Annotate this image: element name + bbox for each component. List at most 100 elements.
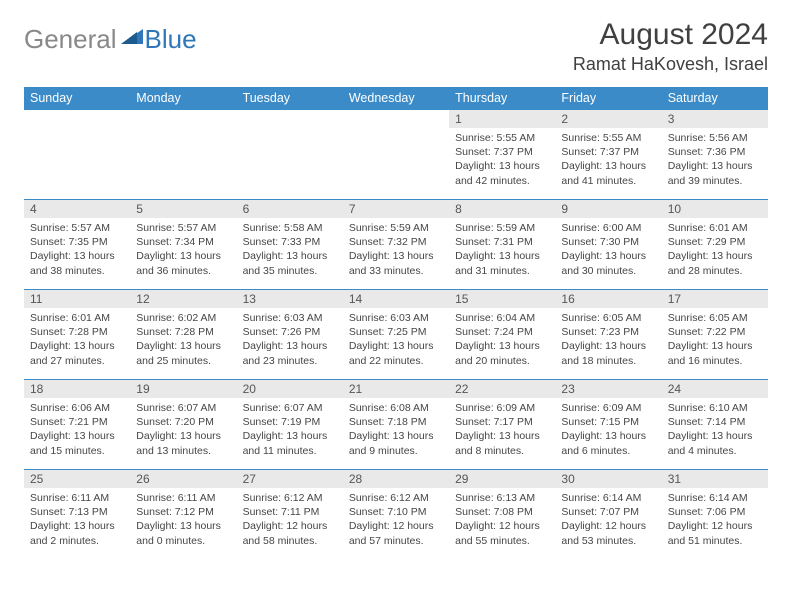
- calendar-day-cell: 19Sunrise: 6:07 AMSunset: 7:20 PMDayligh…: [130, 380, 236, 470]
- day-details: Sunrise: 5:59 AMSunset: 7:32 PMDaylight:…: [343, 218, 449, 282]
- calendar-day-cell: 30Sunrise: 6:14 AMSunset: 7:07 PMDayligh…: [555, 470, 661, 560]
- weekday-header: Friday: [555, 87, 661, 110]
- day-number: 3: [662, 110, 768, 128]
- day-details: Sunrise: 6:00 AMSunset: 7:30 PMDaylight:…: [555, 218, 661, 282]
- day-number: 13: [237, 290, 343, 308]
- day-number: 4: [24, 200, 130, 218]
- day-number: 29: [449, 470, 555, 488]
- day-number: 18: [24, 380, 130, 398]
- calendar-empty-cell: [343, 110, 449, 200]
- calendar-table: SundayMondayTuesdayWednesdayThursdayFrid…: [24, 87, 768, 560]
- day-details: Sunrise: 6:05 AMSunset: 7:22 PMDaylight:…: [662, 308, 768, 372]
- calendar-day-cell: 4Sunrise: 5:57 AMSunset: 7:35 PMDaylight…: [24, 200, 130, 290]
- calendar-day-cell: 17Sunrise: 6:05 AMSunset: 7:22 PMDayligh…: [662, 290, 768, 380]
- day-number: 26: [130, 470, 236, 488]
- day-number: 31: [662, 470, 768, 488]
- day-details: Sunrise: 5:55 AMSunset: 7:37 PMDaylight:…: [449, 128, 555, 192]
- day-details: Sunrise: 5:57 AMSunset: 7:35 PMDaylight:…: [24, 218, 130, 282]
- calendar-empty-cell: [237, 110, 343, 200]
- calendar-head: SundayMondayTuesdayWednesdayThursdayFrid…: [24, 87, 768, 110]
- calendar-week-row: 25Sunrise: 6:11 AMSunset: 7:13 PMDayligh…: [24, 470, 768, 560]
- calendar-day-cell: 6Sunrise: 5:58 AMSunset: 7:33 PMDaylight…: [237, 200, 343, 290]
- day-details: Sunrise: 6:08 AMSunset: 7:18 PMDaylight:…: [343, 398, 449, 462]
- day-number: 25: [24, 470, 130, 488]
- calendar-day-cell: 22Sunrise: 6:09 AMSunset: 7:17 PMDayligh…: [449, 380, 555, 470]
- location: Ramat HaKovesh, Israel: [573, 54, 768, 75]
- calendar-day-cell: 16Sunrise: 6:05 AMSunset: 7:23 PMDayligh…: [555, 290, 661, 380]
- day-details: Sunrise: 6:07 AMSunset: 7:20 PMDaylight:…: [130, 398, 236, 462]
- day-details: Sunrise: 6:10 AMSunset: 7:14 PMDaylight:…: [662, 398, 768, 462]
- calendar-week-row: 18Sunrise: 6:06 AMSunset: 7:21 PMDayligh…: [24, 380, 768, 470]
- day-details: Sunrise: 6:03 AMSunset: 7:25 PMDaylight:…: [343, 308, 449, 372]
- day-details: Sunrise: 6:04 AMSunset: 7:24 PMDaylight:…: [449, 308, 555, 372]
- calendar-day-cell: 29Sunrise: 6:13 AMSunset: 7:08 PMDayligh…: [449, 470, 555, 560]
- day-number: 6: [237, 200, 343, 218]
- calendar-day-cell: 9Sunrise: 6:00 AMSunset: 7:30 PMDaylight…: [555, 200, 661, 290]
- calendar-day-cell: 8Sunrise: 5:59 AMSunset: 7:31 PMDaylight…: [449, 200, 555, 290]
- day-number: 8: [449, 200, 555, 218]
- day-number: 22: [449, 380, 555, 398]
- weekday-header: Sunday: [24, 87, 130, 110]
- day-details: Sunrise: 6:07 AMSunset: 7:19 PMDaylight:…: [237, 398, 343, 462]
- calendar-day-cell: 31Sunrise: 6:14 AMSunset: 7:06 PMDayligh…: [662, 470, 768, 560]
- day-number: 27: [237, 470, 343, 488]
- month-title: August 2024: [573, 18, 768, 52]
- day-number: 20: [237, 380, 343, 398]
- day-details: Sunrise: 6:05 AMSunset: 7:23 PMDaylight:…: [555, 308, 661, 372]
- calendar-day-cell: 27Sunrise: 6:12 AMSunset: 7:11 PMDayligh…: [237, 470, 343, 560]
- day-number: 2: [555, 110, 661, 128]
- calendar-day-cell: 15Sunrise: 6:04 AMSunset: 7:24 PMDayligh…: [449, 290, 555, 380]
- day-number: 21: [343, 380, 449, 398]
- calendar-empty-cell: [130, 110, 236, 200]
- day-number: 19: [130, 380, 236, 398]
- day-details: Sunrise: 6:12 AMSunset: 7:11 PMDaylight:…: [237, 488, 343, 552]
- calendar-day-cell: 5Sunrise: 5:57 AMSunset: 7:34 PMDaylight…: [130, 200, 236, 290]
- calendar-day-cell: 11Sunrise: 6:01 AMSunset: 7:28 PMDayligh…: [24, 290, 130, 380]
- day-details: Sunrise: 6:12 AMSunset: 7:10 PMDaylight:…: [343, 488, 449, 552]
- day-number: 15: [449, 290, 555, 308]
- weekday-header: Saturday: [662, 87, 768, 110]
- header: General Blue August 2024 Ramat HaKovesh,…: [24, 18, 768, 75]
- day-number: 7: [343, 200, 449, 218]
- day-number: 30: [555, 470, 661, 488]
- day-details: Sunrise: 5:56 AMSunset: 7:36 PMDaylight:…: [662, 128, 768, 192]
- weekday-header: Wednesday: [343, 87, 449, 110]
- calendar-day-cell: 10Sunrise: 6:01 AMSunset: 7:29 PMDayligh…: [662, 200, 768, 290]
- calendar-day-cell: 2Sunrise: 5:55 AMSunset: 7:37 PMDaylight…: [555, 110, 661, 200]
- calendar-page: General Blue August 2024 Ramat HaKovesh,…: [0, 0, 792, 578]
- day-number: 14: [343, 290, 449, 308]
- day-details: Sunrise: 6:06 AMSunset: 7:21 PMDaylight:…: [24, 398, 130, 462]
- day-details: Sunrise: 6:02 AMSunset: 7:28 PMDaylight:…: [130, 308, 236, 372]
- day-details: Sunrise: 6:01 AMSunset: 7:29 PMDaylight:…: [662, 218, 768, 282]
- calendar-day-cell: 3Sunrise: 5:56 AMSunset: 7:36 PMDaylight…: [662, 110, 768, 200]
- calendar-day-cell: 25Sunrise: 6:11 AMSunset: 7:13 PMDayligh…: [24, 470, 130, 560]
- weekday-header: Thursday: [449, 87, 555, 110]
- calendar-day-cell: 21Sunrise: 6:08 AMSunset: 7:18 PMDayligh…: [343, 380, 449, 470]
- day-number: 9: [555, 200, 661, 218]
- calendar-day-cell: 13Sunrise: 6:03 AMSunset: 7:26 PMDayligh…: [237, 290, 343, 380]
- calendar-body: 1Sunrise: 5:55 AMSunset: 7:37 PMDaylight…: [24, 110, 768, 560]
- calendar-week-row: 4Sunrise: 5:57 AMSunset: 7:35 PMDaylight…: [24, 200, 768, 290]
- logo-blue: Blue: [145, 24, 197, 55]
- calendar-day-cell: 24Sunrise: 6:10 AMSunset: 7:14 PMDayligh…: [662, 380, 768, 470]
- calendar-day-cell: 7Sunrise: 5:59 AMSunset: 7:32 PMDaylight…: [343, 200, 449, 290]
- calendar-day-cell: 23Sunrise: 6:09 AMSunset: 7:15 PMDayligh…: [555, 380, 661, 470]
- day-details: Sunrise: 5:57 AMSunset: 7:34 PMDaylight:…: [130, 218, 236, 282]
- day-details: Sunrise: 5:55 AMSunset: 7:37 PMDaylight:…: [555, 128, 661, 192]
- calendar-day-cell: 14Sunrise: 6:03 AMSunset: 7:25 PMDayligh…: [343, 290, 449, 380]
- day-number: 24: [662, 380, 768, 398]
- logo-general: General: [24, 24, 117, 55]
- title-block: August 2024 Ramat HaKovesh, Israel: [573, 18, 768, 75]
- day-number: 5: [130, 200, 236, 218]
- day-details: Sunrise: 5:59 AMSunset: 7:31 PMDaylight:…: [449, 218, 555, 282]
- day-number: 17: [662, 290, 768, 308]
- day-number: 23: [555, 380, 661, 398]
- day-number: 12: [130, 290, 236, 308]
- day-details: Sunrise: 6:11 AMSunset: 7:12 PMDaylight:…: [130, 488, 236, 552]
- calendar-week-row: 1Sunrise: 5:55 AMSunset: 7:37 PMDaylight…: [24, 110, 768, 200]
- day-number: 28: [343, 470, 449, 488]
- logo: General Blue: [24, 18, 197, 55]
- day-details: Sunrise: 6:03 AMSunset: 7:26 PMDaylight:…: [237, 308, 343, 372]
- day-number: 10: [662, 200, 768, 218]
- day-details: Sunrise: 6:09 AMSunset: 7:17 PMDaylight:…: [449, 398, 555, 462]
